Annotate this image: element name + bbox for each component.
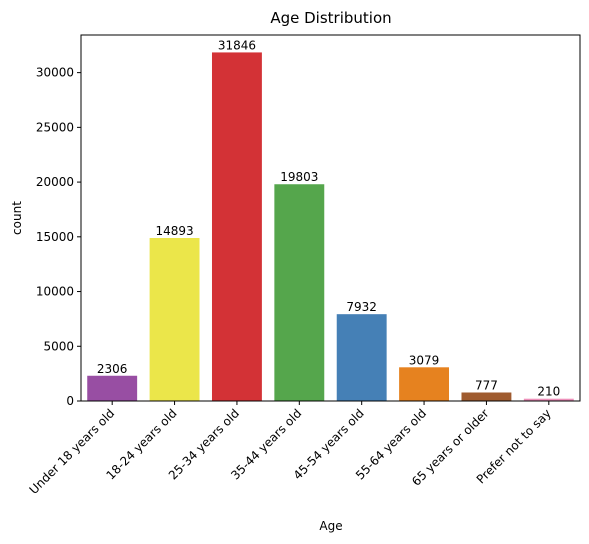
chart-title: Age Distribution [270,9,391,27]
bar-0 [87,375,138,401]
y-tick-label-0: 0 [66,394,74,408]
bar-1 [149,237,200,401]
x-tick-label-0: Under 18 years old [27,406,118,497]
data-label-0: 2306 [97,362,128,376]
y-axis-label: count [10,201,24,235]
plot-frame [80,34,581,402]
y-tick-label-6: 30000 [36,66,74,80]
data-label-4: 7932 [346,300,377,314]
bar-4 [336,314,387,401]
y-tick-label-1: 5000 [43,339,74,353]
bar-5 [399,367,450,401]
data-labels-layer: 2306 14893 31846 19803 7932 3079 777 210 [97,38,560,398]
data-label-1: 14893 [155,224,193,238]
y-axis: 0 5000 10000 15000 20000 25000 30000 [36,66,81,408]
y-tick-label-4: 20000 [36,175,74,189]
bar-7 [523,398,574,401]
bar-3 [274,184,325,401]
y-tick-label-2: 10000 [36,285,74,299]
data-label-2: 31846 [218,38,256,52]
data-label-5: 3079 [409,353,440,367]
x-axis-label: Age [319,519,342,533]
data-label-7: 210 [537,385,560,399]
y-tick-label-5: 25000 [36,120,74,134]
bar-6 [461,392,512,401]
data-label-6: 777 [475,378,498,392]
bar-2 [211,52,262,401]
bars-layer [87,52,574,401]
y-tick-label-3: 15000 [36,230,74,244]
data-label-3: 19803 [280,170,318,184]
